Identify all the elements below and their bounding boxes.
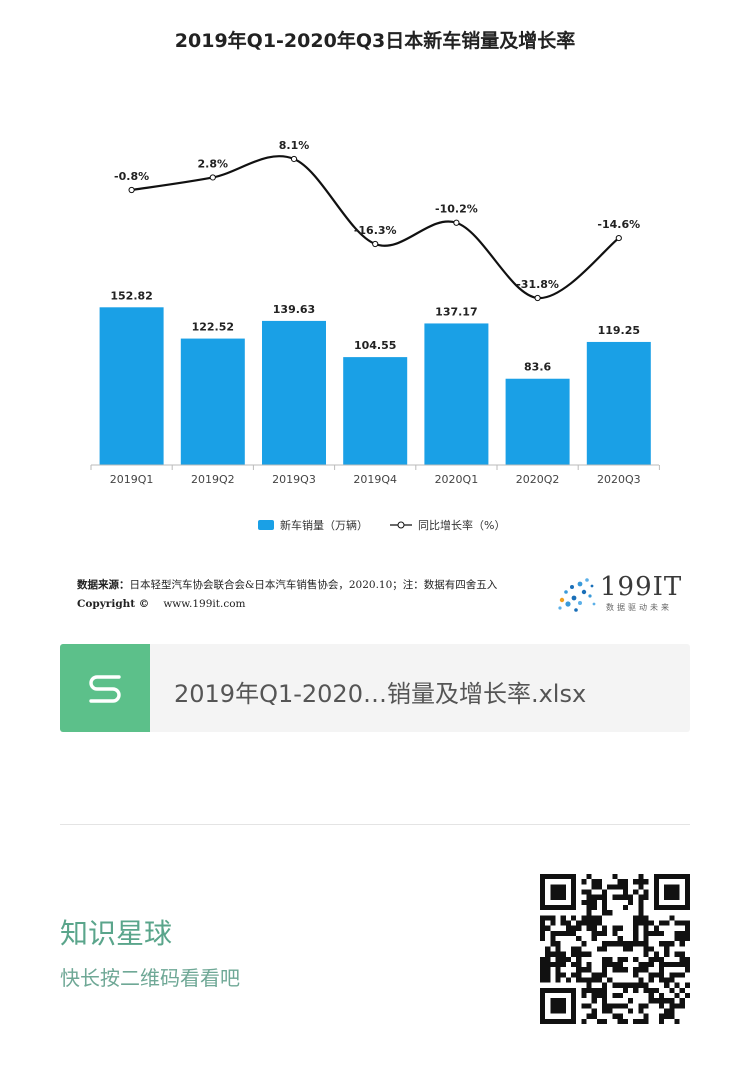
- planet-title: 知识星球: [60, 917, 173, 950]
- logo-199it: 199IT 数据驱动未来: [554, 570, 684, 616]
- file-name: 2019年Q1-2020…销量及增长率.xlsx: [174, 680, 587, 708]
- line-point-2020Q2: [534, 294, 541, 302]
- category-label-2020Q2: 2020Q2: [516, 473, 560, 486]
- spreadsheet-file-icon: [60, 644, 150, 732]
- category-label-2019Q3: 2019Q3: [272, 473, 316, 486]
- line-label-2019Q1: -0.8%: [114, 170, 149, 183]
- logo-brand: 199IT: [600, 572, 683, 602]
- bar-2020Q2: [505, 378, 570, 465]
- line-label-2020Q3: -14.6%: [597, 218, 640, 231]
- line-point-2020Q3: [615, 234, 622, 242]
- line-point-2020Q1: [453, 219, 460, 226]
- bar-label-2019Q2: 122.52: [192, 321, 234, 334]
- bar-label-2020Q3: 119.25: [598, 324, 640, 337]
- bar-2020Q3: [586, 341, 651, 465]
- category-label-2019Q4: 2019Q4: [353, 473, 397, 486]
- legend-line-swatch: [390, 521, 412, 529]
- divider: [60, 824, 690, 825]
- line-point-2019Q1: [128, 186, 135, 194]
- legend-bar-label: 新车销量（万辆）: [280, 519, 368, 532]
- bar-2020Q1: [424, 323, 489, 465]
- chart-area: 152.82 122.52 139.63 104.55 137.17 83.6 119.25…: [90, 139, 660, 486]
- source-text: 日本轻型汽车协会联合会&日本汽车销售协会，2020.10；注：数据有四舍五入: [129, 579, 498, 591]
- qr-code-icon[interactable]: [540, 874, 690, 1024]
- copyright-label: Copyright ©: [77, 598, 150, 610]
- line-label-2019Q3: 8.1%: [279, 139, 310, 152]
- legend: 新车销量（万辆） 同比增长率（%）: [258, 517, 505, 533]
- category-label-2020Q3: 2020Q3: [597, 473, 641, 486]
- bar-label-2019Q3: 139.63: [273, 303, 315, 316]
- planet-subtitle: 快长按二维码看看吧: [60, 966, 240, 990]
- category-label-2019Q2: 2019Q2: [191, 473, 235, 486]
- bar-label-2019Q1: 152.82: [110, 289, 152, 302]
- logo-slogan: 数据驱动未来: [606, 603, 672, 612]
- file-attachment-card[interactable]: 2019年Q1-2020…销量及增长率.xlsx: [60, 644, 690, 732]
- bar-2019Q2: [180, 338, 245, 465]
- logo-dots-icon: [558, 578, 596, 612]
- line-label-2019Q4: -16.3%: [354, 224, 397, 237]
- bar-label-2020Q1: 137.17: [435, 305, 477, 318]
- copyright-url[interactable]: www.199it.com: [163, 598, 246, 610]
- legend-line-label: 同比增长率（%）: [418, 519, 506, 532]
- data-source: 数据来源：日本轻型汽车协会联合会&日本汽车销售协会，2020.10；注：数据有四…: [77, 577, 497, 592]
- chart-title: 2019年Q1-2020年Q3日本新车销量及增长率: [174, 30, 576, 52]
- copyright: Copyright © www.199it.com: [77, 598, 245, 610]
- bar-2019Q3: [262, 320, 326, 465]
- line-point-2019Q3: [290, 155, 298, 163]
- line-point-2019Q4: [372, 240, 379, 248]
- category-label-2019Q1: 2019Q1: [110, 473, 154, 486]
- bar-2019Q4: [343, 357, 408, 465]
- line-label-2020Q1: -10.2%: [435, 203, 478, 216]
- bar-label-2019Q4: 104.55: [354, 339, 396, 352]
- line-point-2019Q2: [209, 174, 216, 181]
- line-label-2019Q2: 2.8%: [198, 157, 229, 170]
- line-label-2020Q2: -31.8%: [516, 278, 559, 291]
- legend-bar-swatch: [258, 520, 274, 530]
- bar-label-2020Q2: 83.6: [524, 361, 551, 374]
- category-label-2020Q1: 2020Q1: [435, 473, 479, 486]
- bar-2019Q1: [99, 307, 164, 465]
- source-label: 数据来源：: [77, 579, 130, 591]
